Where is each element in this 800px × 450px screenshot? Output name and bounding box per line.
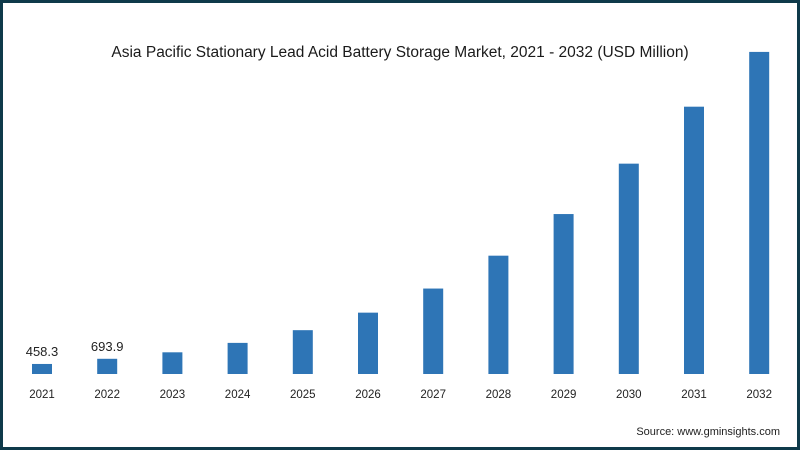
bar-2022 — [97, 358, 118, 374]
chart-title: Asia Pacific Stationary Lead Acid Batter… — [111, 44, 689, 61]
x-tick-2024: 2024 — [225, 389, 251, 401]
x-tick-2027: 2027 — [420, 389, 446, 401]
x-tick-2028: 2028 — [486, 389, 512, 401]
x-tick-2023: 2023 — [160, 389, 186, 401]
x-tick-2021: 2021 — [29, 389, 55, 401]
bar-2024 — [227, 342, 248, 374]
x-tick-2032: 2032 — [746, 389, 772, 401]
bar-2031 — [684, 106, 704, 374]
bar-2023 — [162, 352, 183, 374]
x-tick-2022: 2022 — [94, 389, 120, 401]
x-tick-2029: 2029 — [551, 389, 577, 401]
bar-2021 — [32, 363, 52, 374]
x-tick-2025: 2025 — [290, 389, 316, 401]
bar-2028 — [488, 255, 509, 374]
data-labels-group: 458.3 693.9 — [26, 339, 124, 359]
data-label-2021: 458.3 — [26, 344, 59, 359]
x-ticks-group: 2021 2022 2023 2024 2025 2026 2027 2028 2029 2030… — [29, 389, 772, 401]
x-tick-2031: 2031 — [681, 389, 707, 401]
bar-2030 — [618, 163, 639, 374]
bar-2027 — [423, 288, 444, 374]
bar-2025 — [292, 330, 313, 374]
bar-2029 — [553, 214, 574, 374]
source-note: Source: www.gminsights.com — [636, 426, 780, 438]
x-tick-2030: 2030 — [616, 389, 642, 401]
bars-group — [32, 51, 770, 374]
x-tick-2026: 2026 — [355, 389, 381, 401]
bar-2032 — [749, 51, 770, 374]
bar-2026 — [358, 312, 378, 374]
data-label-2022: 693.9 — [91, 339, 124, 354]
